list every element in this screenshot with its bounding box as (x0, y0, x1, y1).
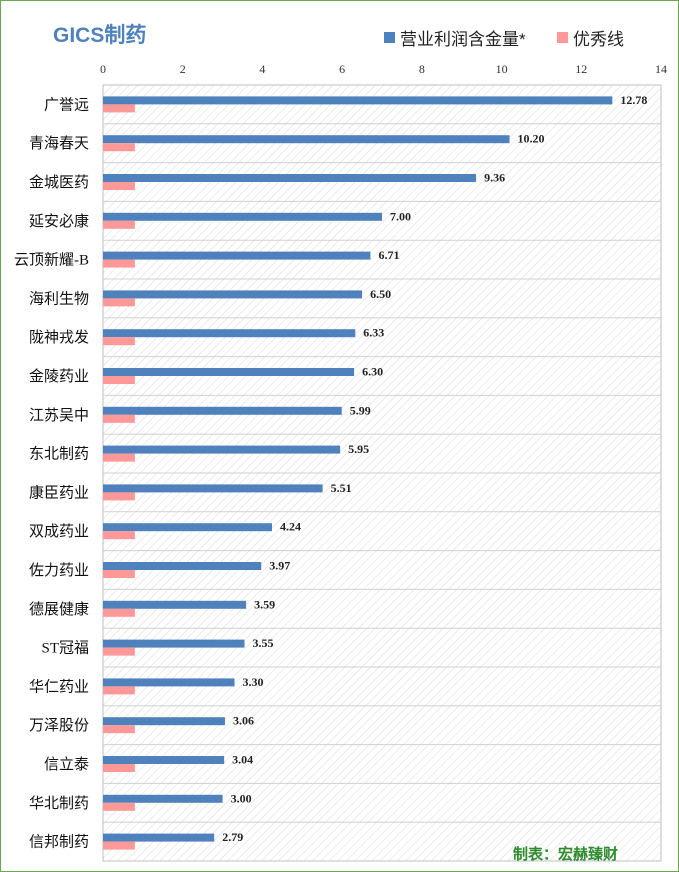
data-label: 3.55 (252, 636, 273, 650)
data-label: 6.30 (362, 365, 383, 379)
category-label: 华北制药 (29, 795, 89, 812)
category-label: 华仁药业 (29, 678, 89, 695)
data-label: 6.33 (363, 326, 384, 340)
bar-excellent-line (103, 802, 135, 811)
category-label: 万泽股份 (29, 717, 89, 734)
bar-profit-quality (103, 135, 510, 144)
bar-excellent-line (103, 220, 135, 229)
legend-item-excellent: 优秀线 (557, 25, 624, 50)
category-label: 信邦制药 (29, 834, 89, 851)
bar-excellent-line (103, 259, 135, 268)
legend-item-profit: 营业利润含金量* (384, 25, 526, 50)
data-label: 6.71 (378, 248, 399, 262)
bar-profit-quality (103, 833, 215, 842)
bar-profit-quality (103, 756, 225, 764)
x-tick-label: 8 (419, 62, 425, 76)
legend-swatch-excellent (557, 32, 568, 43)
bar-excellent-line (103, 453, 135, 462)
bar-profit-quality (103, 212, 382, 221)
category-label: 双成药业 (29, 523, 89, 540)
data-label: 3.59 (254, 597, 275, 611)
data-label: 5.99 (350, 403, 371, 417)
bar-excellent-line (103, 531, 135, 540)
category-label: 延安必康 (29, 213, 89, 230)
data-label: 12.78 (620, 93, 647, 107)
credit-text: 制表：宏赫臻财 (513, 846, 619, 863)
data-label: 5.95 (348, 442, 369, 456)
bar-excellent-line (103, 376, 135, 384)
x-tick-label: 2 (180, 62, 186, 76)
data-label: 2.79 (222, 830, 243, 844)
x-tick-label: 10 (496, 62, 508, 76)
bar-excellent-line (103, 143, 135, 152)
bar-profit-quality (103, 445, 341, 454)
x-tick-label: 0 (100, 62, 106, 76)
bar-profit-quality (103, 251, 371, 260)
bar-excellent-line (103, 104, 135, 113)
bar-excellent-line (103, 182, 135, 190)
category-label: 佐力药业 (29, 562, 89, 579)
bar-profit-quality (103, 96, 613, 105)
bar-excellent-line (103, 764, 135, 772)
bar-profit-quality (103, 174, 477, 182)
bar-profit-quality (103, 290, 363, 299)
category-label: ST冠福 (41, 640, 89, 657)
data-label: 9.36 (484, 171, 505, 185)
bar-profit-quality (103, 639, 245, 648)
bar-excellent-line (103, 725, 135, 734)
category-label: 金城医药 (29, 174, 89, 191)
category-label: 陇神戎发 (29, 329, 89, 346)
bar-profit-quality (103, 406, 342, 415)
legend-swatch-profit (384, 32, 395, 43)
category-label: 青海春天 (29, 135, 89, 152)
data-label: 3.97 (269, 559, 290, 573)
data-label: 3.30 (243, 675, 264, 689)
bar-excellent-line (103, 686, 135, 695)
legend-label-excellent: 优秀线 (573, 30, 624, 49)
bar-profit-quality (103, 523, 272, 532)
bar-excellent-line (103, 647, 135, 656)
bar-excellent-line (103, 337, 135, 346)
chart-title: GICS制药 (53, 24, 147, 47)
data-label: 5.51 (331, 481, 352, 495)
category-label: 东北制药 (29, 446, 89, 463)
legend-label-profit: 营业利润含金量* (400, 30, 526, 49)
data-label: 3.06 (233, 714, 254, 728)
x-tick-label: 6 (339, 62, 345, 76)
category-label: 江苏吴中 (29, 407, 89, 424)
bar-profit-quality (103, 717, 225, 726)
bar-excellent-line (103, 492, 135, 501)
category-label: 金陵药业 (29, 368, 89, 385)
bar-excellent-line (103, 570, 135, 578)
category-label: 德展健康 (29, 600, 89, 618)
bar-excellent-line (103, 841, 135, 850)
category-label: 云顶新耀-B (14, 252, 89, 269)
data-label: 3.00 (231, 791, 252, 805)
bar-profit-quality (103, 678, 235, 687)
bar-excellent-line (103, 608, 135, 617)
data-label: 6.50 (370, 287, 391, 301)
category-label: 海利生物 (29, 290, 89, 307)
bar-profit-quality (103, 484, 323, 493)
bar-profit-quality (103, 794, 223, 803)
bar-excellent-line (103, 414, 135, 423)
bar-profit-quality (103, 600, 247, 609)
bar-excellent-line (103, 298, 135, 307)
bar-profit-quality (103, 562, 262, 570)
category-label: 康臣药业 (29, 484, 89, 501)
data-label: 3.04 (232, 753, 253, 767)
data-label: 10.20 (518, 132, 545, 146)
category-label: 广誉远 (44, 96, 89, 113)
x-tick-label: 12 (575, 62, 587, 76)
data-label: 7.00 (390, 209, 411, 223)
x-tick-label: 14 (655, 62, 667, 76)
x-tick-label: 4 (259, 62, 265, 76)
data-label: 4.24 (280, 520, 301, 534)
category-label: 信立泰 (44, 756, 89, 773)
bar-profit-quality (103, 329, 356, 338)
bar-profit-quality (103, 368, 355, 376)
